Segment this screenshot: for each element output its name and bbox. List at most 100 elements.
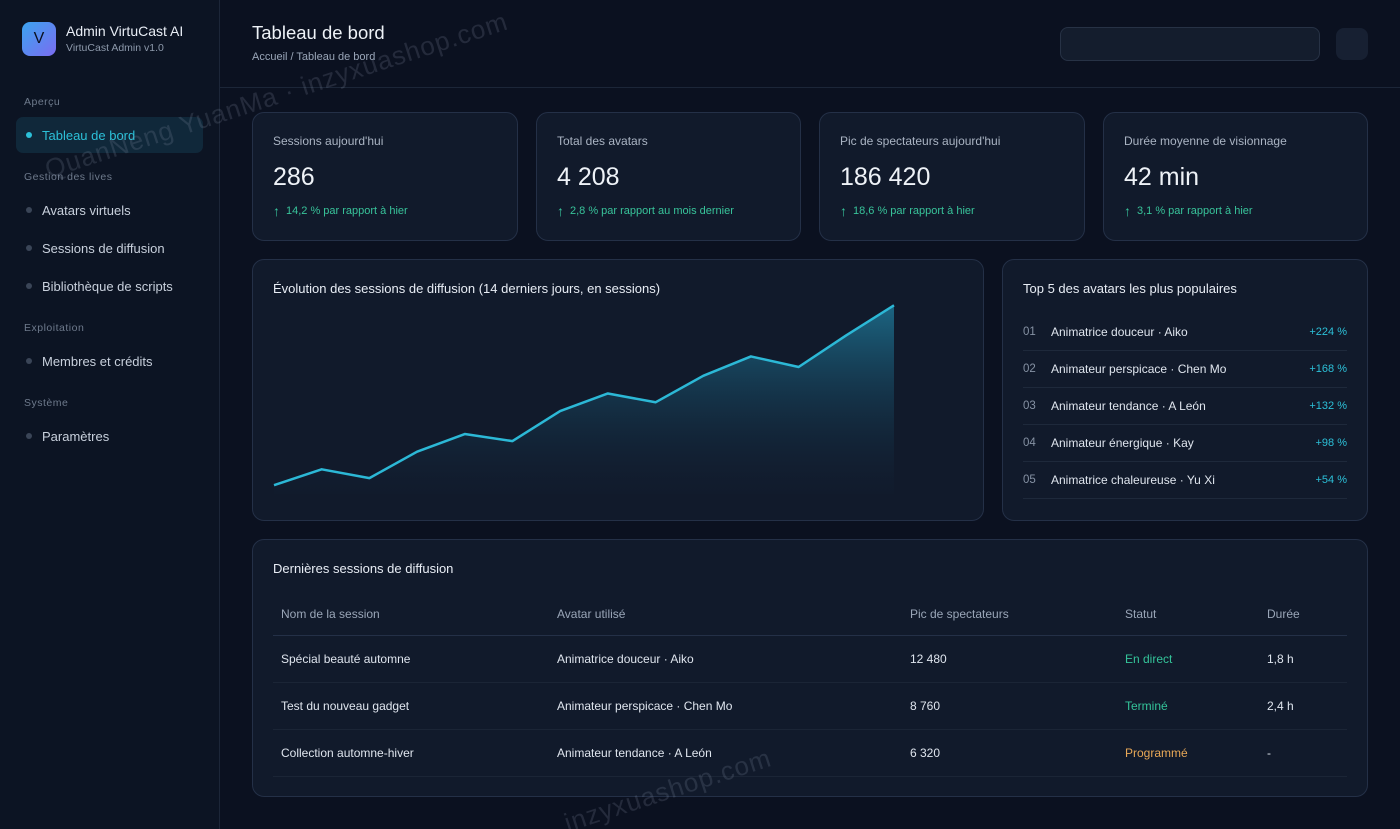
kpi-trend: ↑ 18,6 % par rapport à hier [840, 203, 975, 219]
session-peak: 12 480 [902, 635, 1117, 683]
avatar-rank: 04 [1023, 437, 1036, 449]
session-name: Spécial beauté automne [273, 635, 549, 683]
table-header-row: Nom de la session Avatar utilisé Pic de … [273, 594, 1347, 636]
avatar-rank: 05 [1023, 474, 1036, 486]
avatar-growth: +54 % [1315, 474, 1348, 486]
arrow-up-icon: ↑ [557, 203, 564, 219]
column-header-name: Nom de la session [273, 594, 549, 636]
brand: V Admin VirtuCast AI VirtuCast Admin v1.… [22, 22, 183, 56]
arrow-up-icon: ↑ [840, 203, 847, 219]
session-name: Test du nouveau gadget [273, 682, 549, 730]
dot-icon [26, 283, 32, 289]
top-avatar-row[interactable]: 01 Animatrice douceur · Aiko +224 % [1023, 314, 1347, 351]
nav-section-overview: Aperçu [24, 96, 61, 108]
column-header-status: Statut [1117, 594, 1259, 636]
kpi-value: 42 min [1124, 163, 1200, 191]
kpi-trend-text: 14,2 % par rapport à hier [286, 205, 408, 217]
column-header-duration: Durée [1259, 594, 1347, 636]
kpi-value: 186 420 [840, 163, 931, 191]
nav-section-operations: Exploitation [24, 322, 85, 334]
session-name: Collection automne-hiver [273, 729, 549, 777]
column-header-avatar: Avatar utilisé [549, 594, 902, 636]
kpi-card-peak-viewers: Pic de spectateurs aujourd'hui 186 420 ↑… [819, 112, 1085, 241]
arrow-up-icon: ↑ [1124, 203, 1131, 219]
session-avatar: Animatrice douceur · Aiko [549, 635, 902, 683]
sidebar-item-broadcast-sessions[interactable]: Sessions de diffusion [16, 230, 203, 266]
sidebar-item-label: Paramètres [42, 428, 110, 444]
dot-icon [26, 433, 32, 439]
breadcrumb: Accueil / Tableau de bord [252, 51, 376, 63]
sidebar-item-members-credits[interactable]: Membres et crédits [16, 343, 203, 379]
avatar-name: Animatrice douceur · Aiko [1051, 325, 1188, 339]
table-title: Dernières sessions de diffusion [273, 561, 454, 576]
status-badge: En direct [1117, 635, 1259, 683]
kpi-label: Sessions aujourd'hui [273, 134, 384, 148]
kpi-label: Total des avatars [557, 134, 648, 148]
session-avatar: Animateur perspicace · Chen Mo [549, 682, 902, 730]
sessions-table: Nom de la session Avatar utilisé Pic de … [273, 594, 1347, 777]
sidebar-item-script-library[interactable]: Bibliothèque de scripts [16, 268, 203, 304]
app-version: VirtuCast Admin v1.0 [66, 42, 164, 54]
chart-series-line [273, 304, 895, 487]
table-row[interactable]: Test du nouveau gadget Animateur perspic… [273, 682, 1347, 730]
chart-title: Évolution des sessions de diffusion (14 … [273, 281, 661, 296]
sidebar-item-label: Bibliothèque de scripts [42, 278, 173, 294]
top-avatar-row[interactable]: 05 Animatrice chaleureuse · Yu Xi +54 % [1023, 462, 1347, 499]
kpi-trend-text: 18,6 % par rapport à hier [853, 205, 975, 217]
header-action-button[interactable] [1336, 28, 1368, 60]
dot-icon [26, 358, 32, 364]
column-header-peak: Pic de spectateurs [902, 594, 1117, 636]
sidebar-item-virtual-avatars[interactable]: Avatars virtuels [16, 192, 203, 228]
sidebar-item-label: Membres et crédits [42, 353, 153, 369]
kpi-label: Durée moyenne de visionnage [1124, 134, 1287, 148]
sessions-chart-card: Évolution des sessions de diffusion (14 … [252, 259, 984, 521]
header-divider [220, 87, 1400, 88]
session-duration: - [1259, 729, 1347, 777]
session-peak: 6 320 [902, 729, 1117, 777]
kpi-trend-text: 2,8 % par rapport au mois dernier [570, 205, 734, 217]
kpi-card-sessions: Sessions aujourd'hui 286 ↑ 14,2 % par ra… [252, 112, 518, 241]
avatar-growth: +224 % [1309, 326, 1347, 338]
avatar-growth: +132 % [1309, 400, 1347, 412]
app-logo: V [22, 22, 56, 56]
table-row[interactable]: Spécial beauté automne Animatrice douceu… [273, 635, 1347, 683]
top-avatar-row[interactable]: 04 Animateur énergique · Kay +98 % [1023, 425, 1347, 462]
avatar-name: Animateur énergique · Kay [1051, 436, 1194, 450]
avatar-rank: 01 [1023, 326, 1036, 338]
sessions-area-chart [273, 304, 895, 494]
dot-icon [26, 207, 32, 213]
dot-icon [26, 245, 32, 251]
search-input[interactable] [1060, 27, 1320, 61]
session-avatar: Animateur tendance · A León [549, 729, 902, 777]
session-duration: 2,4 h [1259, 682, 1347, 730]
top-avatars-title: Top 5 des avatars les plus populaires [1023, 281, 1237, 296]
page-title: Tableau de bord [252, 22, 385, 43]
active-dot-icon [26, 132, 32, 138]
chart-area-fill [274, 305, 894, 494]
kpi-trend: ↑ 3,1 % par rapport à hier [1124, 203, 1253, 219]
top-avatar-row[interactable]: 02 Animateur perspicace · Chen Mo +168 % [1023, 351, 1347, 388]
avatar-rank: 03 [1023, 400, 1036, 412]
table-row[interactable]: Collection automne-hiver Animateur tenda… [273, 729, 1347, 777]
kpi-trend: ↑ 14,2 % par rapport à hier [273, 203, 408, 219]
sidebar: V Admin VirtuCast AI VirtuCast Admin v1.… [0, 0, 220, 829]
avatar-name: Animateur tendance · A León [1051, 399, 1206, 413]
top-avatar-row[interactable]: 03 Animateur tendance · A León +132 % [1023, 388, 1347, 425]
sidebar-item-label: Avatars virtuels [42, 202, 131, 218]
status-badge: Programmé [1117, 729, 1259, 777]
session-duration: 1,8 h [1259, 635, 1347, 683]
status-badge: Terminé [1117, 682, 1259, 730]
sidebar-item-dashboard[interactable]: Tableau de bord [16, 117, 203, 153]
recent-sessions-card: Dernières sessions de diffusion Nom de l… [252, 539, 1368, 797]
avatar-name: Animatrice chaleureuse · Yu Xi [1051, 473, 1215, 487]
arrow-up-icon: ↑ [273, 203, 280, 219]
avatar-rank: 02 [1023, 363, 1036, 375]
kpi-trend-text: 3,1 % par rapport à hier [1137, 205, 1253, 217]
sidebar-item-settings[interactable]: Paramètres [16, 418, 203, 454]
app-name: Admin VirtuCast AI [66, 23, 184, 39]
nav-section-system: Système [24, 397, 69, 409]
kpi-value: 4 208 [557, 163, 620, 191]
kpi-value: 286 [273, 163, 315, 191]
kpi-card-avatars: Total des avatars 4 208 ↑ 2,8 % par rapp… [536, 112, 801, 241]
kpi-trend: ↑ 2,8 % par rapport au mois dernier [557, 203, 734, 219]
